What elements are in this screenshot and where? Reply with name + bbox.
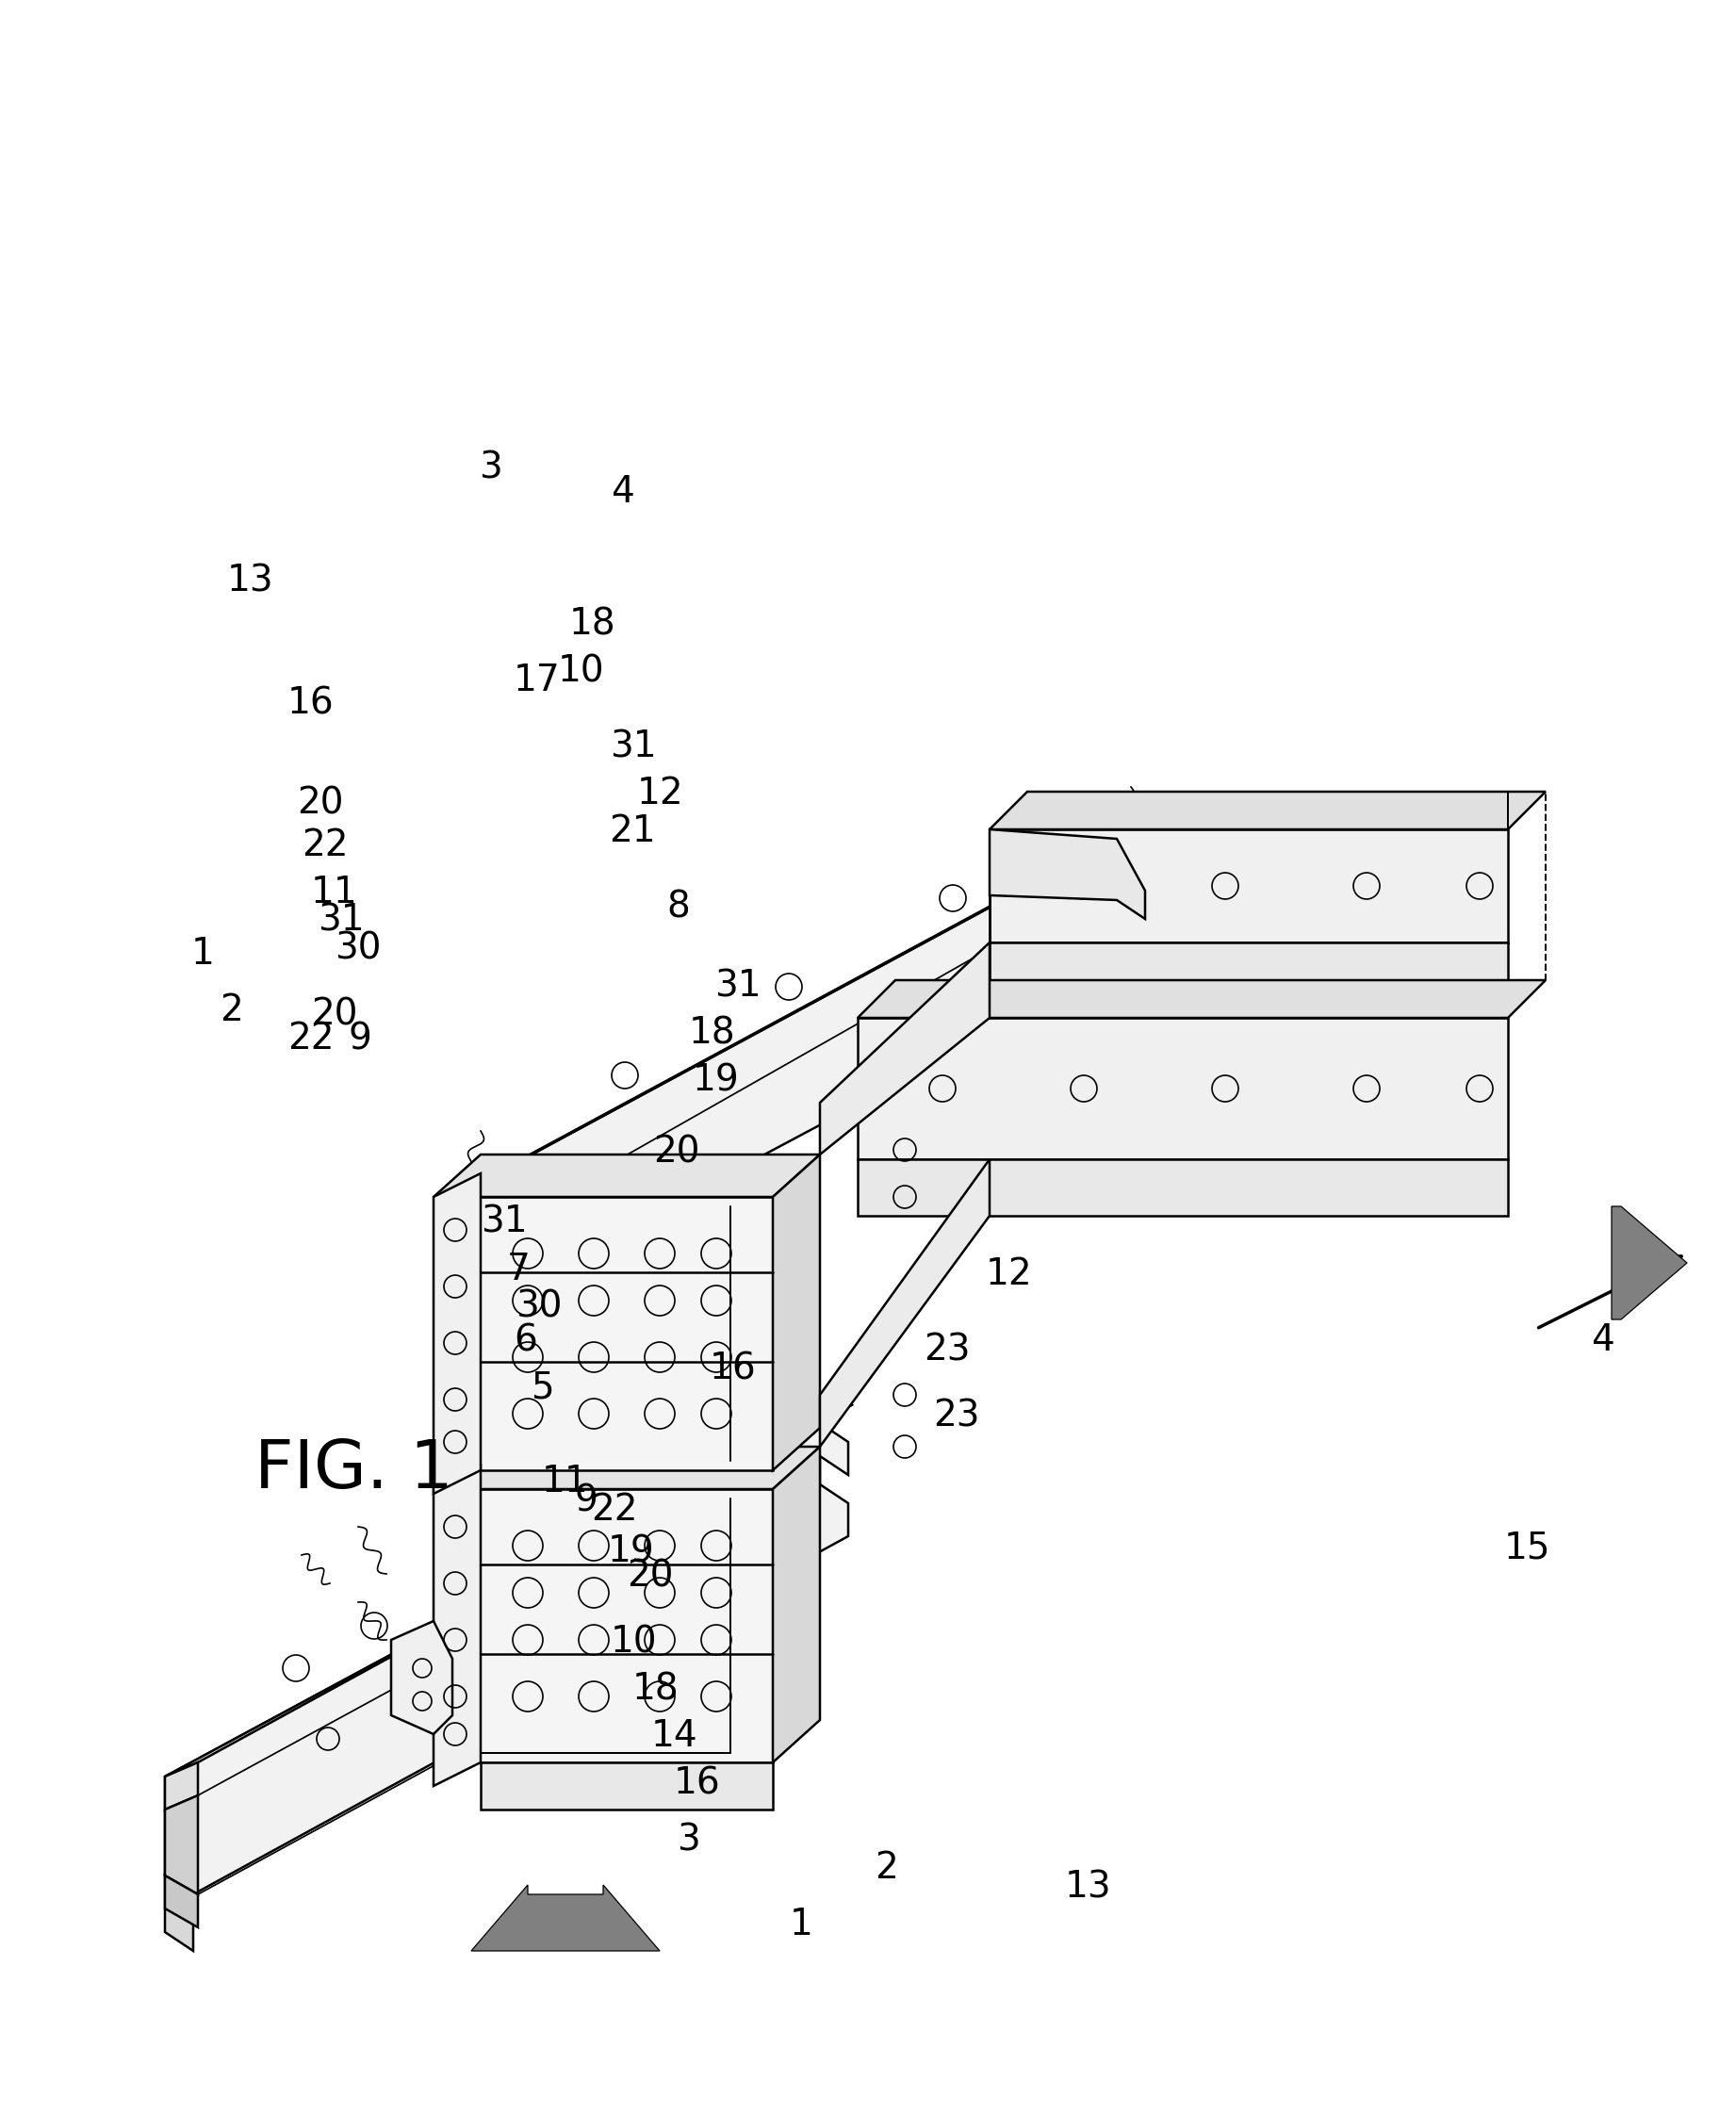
Polygon shape — [819, 942, 990, 1154]
Polygon shape — [434, 1173, 481, 1494]
Polygon shape — [470, 1885, 660, 1950]
Polygon shape — [391, 1621, 453, 1735]
Text: 17: 17 — [514, 663, 561, 699]
Polygon shape — [481, 1762, 773, 1809]
Text: 11: 11 — [542, 1464, 589, 1500]
Text: 20: 20 — [653, 1135, 700, 1171]
Polygon shape — [773, 1154, 819, 1471]
Text: 10: 10 — [609, 1625, 656, 1659]
Polygon shape — [858, 980, 1545, 1018]
Text: 19: 19 — [608, 1534, 654, 1570]
Text: 15: 15 — [1503, 1530, 1550, 1566]
Text: 13: 13 — [1066, 1868, 1113, 1904]
Polygon shape — [434, 1466, 481, 1785]
Polygon shape — [773, 1447, 819, 1762]
Text: 19: 19 — [693, 1063, 740, 1099]
Text: 22: 22 — [302, 828, 349, 864]
Text: 2: 2 — [219, 993, 243, 1029]
Text: 12: 12 — [637, 775, 682, 811]
Text: 1: 1 — [790, 1906, 812, 1942]
Text: 16: 16 — [710, 1350, 757, 1386]
Text: 1: 1 — [191, 936, 214, 972]
Text: 13: 13 — [226, 564, 273, 600]
Text: 23: 23 — [934, 1397, 979, 1433]
Polygon shape — [165, 1424, 849, 1895]
Polygon shape — [165, 1405, 852, 1777]
Text: 12: 12 — [984, 1257, 1031, 1293]
Text: 31: 31 — [609, 729, 656, 765]
Text: 18: 18 — [568, 606, 615, 642]
Text: 9: 9 — [575, 1483, 597, 1519]
Text: 16: 16 — [288, 687, 335, 723]
Text: 23: 23 — [924, 1331, 970, 1367]
Text: 3: 3 — [677, 1821, 700, 1857]
Text: 30: 30 — [335, 932, 382, 968]
Polygon shape — [165, 1876, 198, 1927]
Polygon shape — [858, 1160, 1509, 1215]
Polygon shape — [165, 1876, 193, 1950]
Polygon shape — [434, 1490, 773, 1762]
Polygon shape — [990, 792, 1545, 830]
Text: 4: 4 — [1590, 1323, 1614, 1359]
Text: 10: 10 — [557, 653, 604, 689]
Text: 14: 14 — [651, 1718, 698, 1754]
Text: 20: 20 — [627, 1557, 674, 1593]
Text: 9: 9 — [349, 1021, 372, 1056]
Polygon shape — [462, 839, 1146, 1302]
Text: 20: 20 — [311, 997, 358, 1033]
Text: 22: 22 — [288, 1021, 335, 1056]
Text: 8: 8 — [667, 890, 691, 925]
Text: 11: 11 — [311, 875, 358, 911]
Text: FIG. 1: FIG. 1 — [255, 1437, 453, 1502]
Text: 4: 4 — [611, 473, 634, 509]
Text: 22: 22 — [592, 1492, 637, 1528]
Polygon shape — [858, 1018, 1509, 1160]
Text: 20: 20 — [297, 786, 344, 820]
Text: 7: 7 — [507, 1251, 529, 1287]
Text: 16: 16 — [674, 1764, 720, 1800]
Polygon shape — [434, 1447, 819, 1490]
Text: 18: 18 — [687, 1016, 734, 1052]
Polygon shape — [819, 1160, 990, 1447]
Text: 31: 31 — [318, 902, 365, 938]
Polygon shape — [990, 830, 1146, 919]
Text: 21: 21 — [609, 814, 656, 849]
Text: 3: 3 — [479, 450, 502, 486]
Polygon shape — [434, 1196, 773, 1471]
Text: 5: 5 — [529, 1369, 554, 1405]
Polygon shape — [165, 1762, 198, 1809]
Polygon shape — [165, 1796, 198, 1895]
Text: 31: 31 — [715, 970, 762, 1004]
Text: 2: 2 — [875, 1851, 898, 1887]
Polygon shape — [990, 830, 1509, 942]
Polygon shape — [1611, 1207, 1687, 1319]
Text: 30: 30 — [516, 1289, 562, 1325]
Polygon shape — [990, 942, 1509, 999]
Polygon shape — [462, 820, 1149, 1192]
Text: 18: 18 — [632, 1671, 679, 1707]
Text: 31: 31 — [481, 1204, 528, 1240]
Text: 6: 6 — [514, 1323, 538, 1359]
Polygon shape — [434, 1154, 819, 1196]
